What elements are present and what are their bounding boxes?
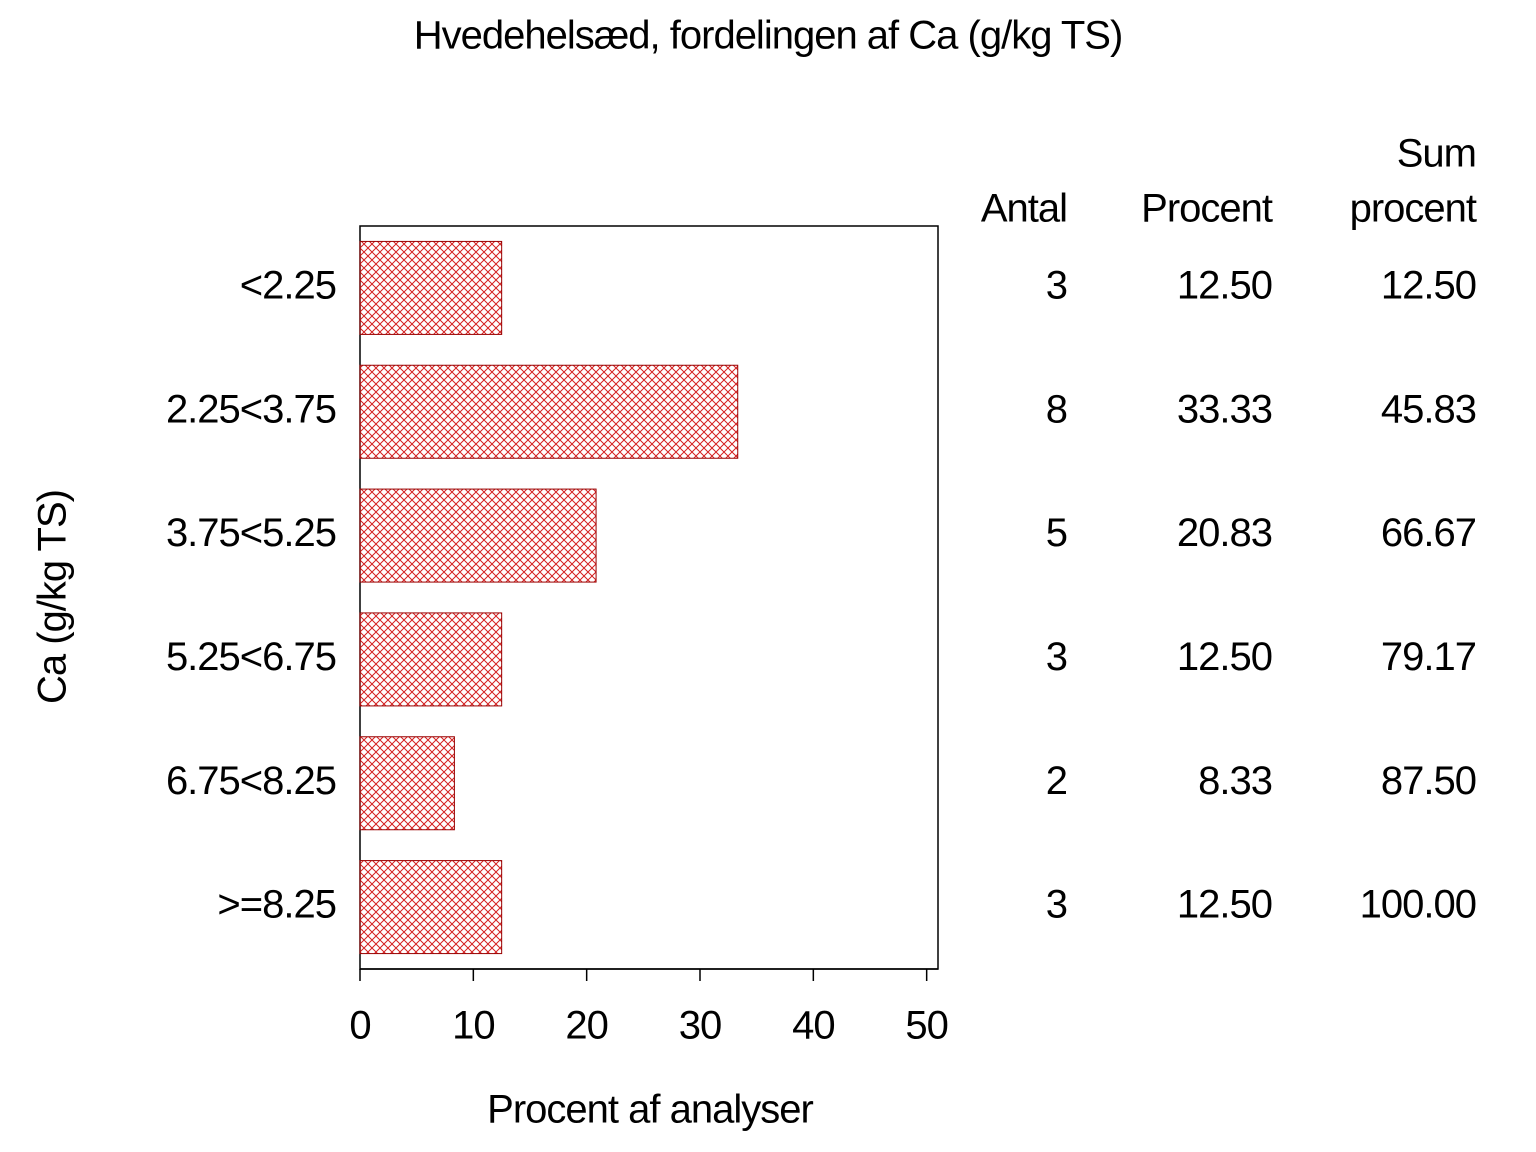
x-tick-label: 30: [679, 1004, 722, 1048]
table-percent: 12.50: [1177, 635, 1272, 679]
y-tick-label: 6.75<8.25: [166, 759, 336, 803]
table-percent: 8.33: [1198, 759, 1272, 803]
table-count: 3: [1046, 883, 1067, 927]
x-axis-label: Procent af analyser: [487, 1088, 813, 1132]
y-axis-label: Ca (g/kg TS): [31, 490, 75, 704]
bar: [359, 240, 503, 335]
y-tick-label: 5.25<6.75: [166, 635, 336, 679]
y-tick-label: 3.75<5.25: [166, 511, 336, 555]
table-count: 3: [1046, 635, 1067, 679]
table-cumulative: 66.67: [1381, 511, 1476, 555]
table-header: Antal: [981, 187, 1067, 231]
bar: [359, 736, 455, 831]
x-tick-label: 40: [792, 1004, 835, 1048]
table-count: 8: [1046, 387, 1067, 431]
bar: [359, 612, 503, 707]
table-count: 2: [1046, 759, 1067, 803]
bar: [359, 364, 739, 459]
plot-frame: [359, 225, 939, 970]
table-cumulative: 100.00: [1360, 883, 1476, 927]
x-tick-label: 20: [565, 1004, 608, 1048]
y-tick-label: 2.25<3.75: [166, 387, 336, 431]
table-header: Sum: [1397, 132, 1476, 176]
y-tick-label: <2.25: [240, 263, 336, 307]
x-tick-label: 50: [905, 1004, 948, 1048]
table-percent: 20.83: [1177, 511, 1272, 555]
table-header: procent: [1350, 187, 1477, 231]
chart-title: Hvedehelsæd, fordelingen af Ca (g/kg TS): [414, 14, 1123, 58]
table-header: Procent: [1141, 187, 1273, 231]
bar: [359, 860, 503, 955]
table-percent: 12.50: [1177, 263, 1272, 307]
table-cumulative: 87.50: [1381, 759, 1476, 803]
table-count: 5: [1046, 511, 1067, 555]
y-tick-label: >=8.25: [217, 883, 336, 927]
table-cumulative: 12.50: [1381, 263, 1476, 307]
table-cumulative: 45.83: [1381, 387, 1476, 431]
bar: [359, 488, 597, 583]
table-count: 3: [1046, 263, 1067, 307]
table-cumulative: 79.17: [1381, 635, 1476, 679]
table-percent: 12.50: [1177, 883, 1272, 927]
x-tick-label: 0: [349, 1004, 370, 1048]
x-tick-label: 10: [452, 1004, 495, 1048]
table-percent: 33.33: [1177, 387, 1272, 431]
